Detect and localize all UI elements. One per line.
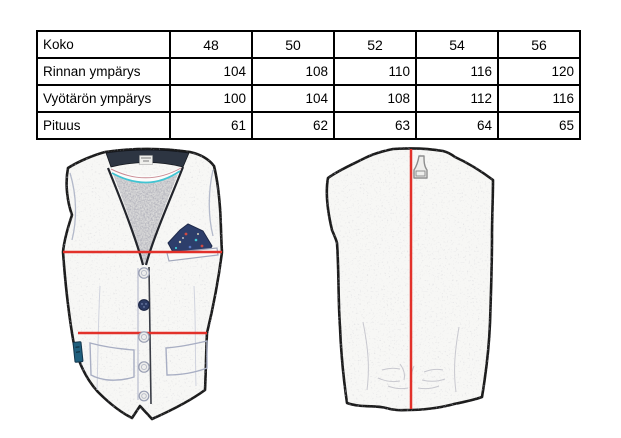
measurement-label: Rinnan ympärys (36, 57, 171, 86)
measurement-value: 108 (333, 84, 417, 113)
size-column-title: Koko (36, 30, 171, 59)
measurement-label: Pituus (36, 111, 171, 140)
table-row-waist: Vyötärön ympärys 100 104 108 112 116 (36, 84, 581, 113)
panel-seam-left (96, 285, 101, 391)
vest-button-dark (138, 299, 150, 311)
armhole-left-seam (69, 172, 77, 241)
measurement-value: 110 (333, 57, 417, 86)
size-header-48: 48 (169, 30, 253, 59)
vest-inner-lining (112, 169, 180, 264)
vest-button (138, 390, 150, 402)
collar-trim-cyan (111, 170, 181, 184)
measurement-value: 65 (497, 111, 581, 140)
size-header-56: 56 (497, 30, 581, 59)
front-pocket-left (89, 342, 135, 381)
vest-button (138, 331, 150, 343)
collar-trim-pink (110, 167, 182, 179)
armhole-right-seam (208, 169, 214, 237)
size-header-52: 52 (333, 30, 417, 59)
measurement-value: 120 (497, 57, 581, 86)
hanger-loop (413, 155, 428, 179)
side-tag (72, 341, 84, 363)
measurement-value: 112 (415, 84, 499, 113)
table-header-row: Koko 48 50 52 54 56 (36, 30, 581, 59)
brand-label-text-marks (141, 157, 151, 162)
measurement-label: Vyötärön ympärys (36, 84, 171, 113)
measurement-value: 116 (497, 84, 581, 113)
vest-button (138, 267, 150, 279)
vest-button (138, 361, 150, 373)
vneck-right-edge (144, 166, 185, 266)
size-header-54: 54 (415, 30, 499, 59)
brand-label (139, 155, 153, 165)
back-wrinkle-lines (362, 321, 460, 393)
placket-right-edge (148, 266, 152, 405)
size-chart-table: Koko 48 50 52 54 56 Rinnan ympärys 104 1… (36, 30, 581, 140)
measurement-value: 104 (251, 84, 335, 113)
panel-seam-right (193, 285, 197, 387)
measurement-value: 62 (251, 111, 335, 140)
measurement-value: 61 (169, 111, 253, 140)
measurement-value: 104 (169, 57, 253, 86)
table-row-length: Pituus 61 62 63 64 65 (36, 111, 581, 140)
vest-back-illustration (325, 147, 495, 412)
size-header-50: 50 (251, 30, 335, 59)
table-row-chest: Rinnan ympärys 104 108 110 116 120 (36, 57, 581, 86)
measurement-value: 63 (333, 111, 417, 140)
measurement-value: 116 (415, 57, 499, 86)
vneck-left-edge (106, 167, 145, 266)
vest-front-body (61, 147, 224, 421)
measurement-value: 108 (251, 57, 335, 86)
measurement-value: 100 (169, 84, 253, 113)
vest-front-illustration (61, 147, 224, 421)
front-pocket-right (165, 340, 208, 376)
measurement-value: 64 (415, 111, 499, 140)
